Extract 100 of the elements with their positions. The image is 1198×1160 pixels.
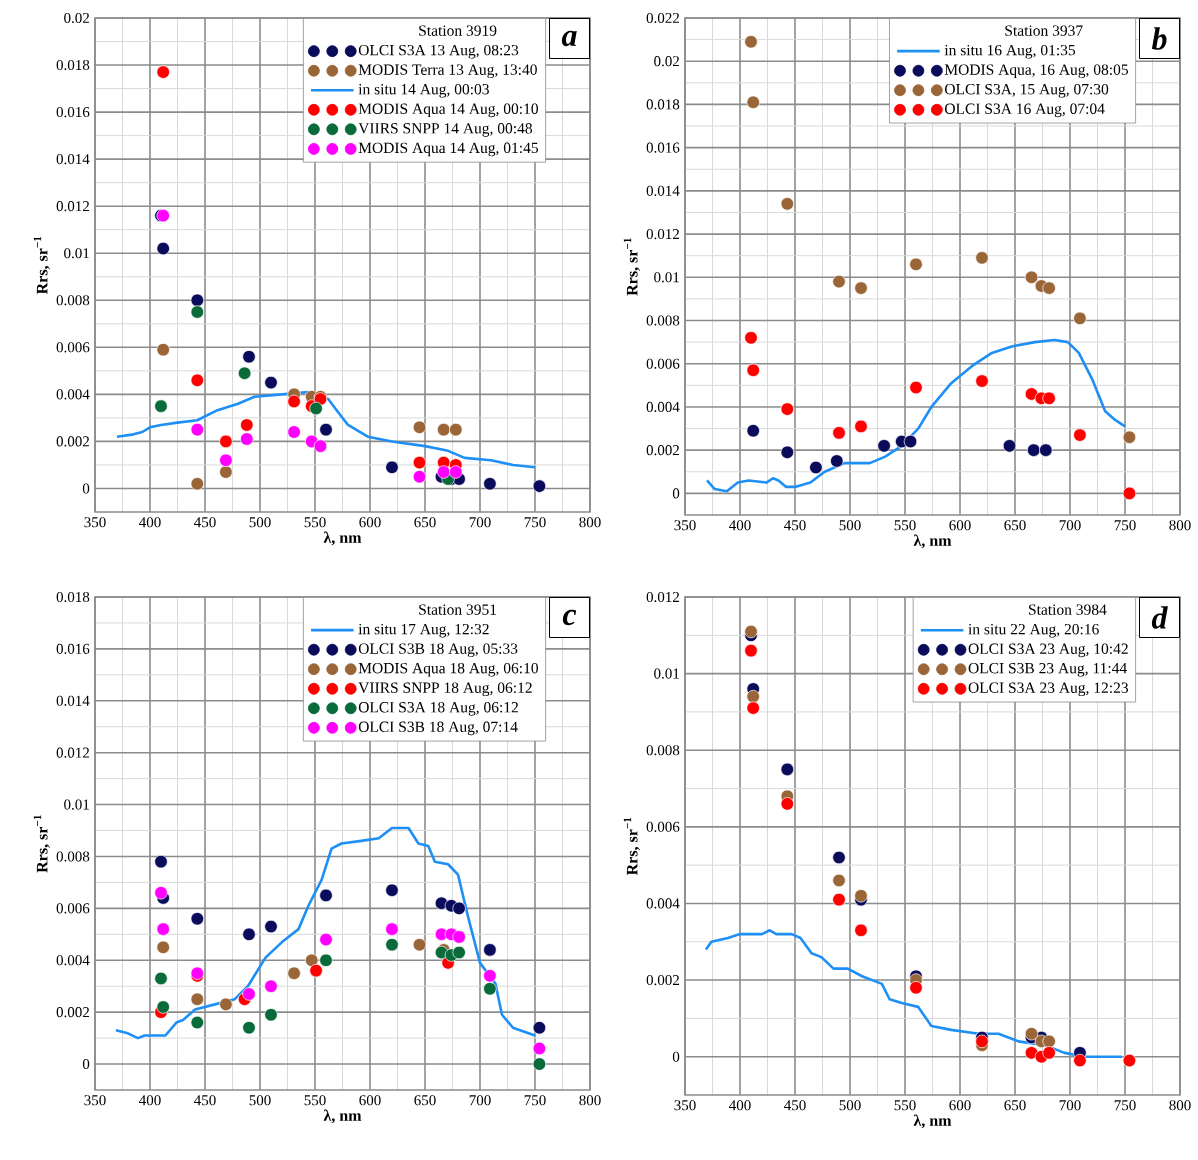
y-tick-label: 0.002: [646, 974, 679, 986]
point: [190, 293, 204, 307]
x-axis-title: λ, nm: [323, 1109, 362, 1124]
point: [483, 982, 497, 996]
point: [190, 305, 204, 319]
point: [412, 470, 427, 484]
y-tick-label: 0.012: [56, 201, 89, 212]
point: [532, 479, 547, 493]
x-tick-label: 550: [304, 1095, 326, 1106]
x-tick-label: 400: [139, 1095, 161, 1106]
x-tick-label: 600: [359, 1095, 381, 1106]
y-tick-label: 0.002: [56, 1007, 89, 1018]
x-tick-label: 400: [139, 517, 161, 528]
point: [287, 966, 301, 980]
point: [830, 454, 844, 468]
y-tick-label: 0.006: [646, 821, 680, 832]
point: [154, 399, 168, 413]
x-axis-title: λ, nm: [323, 531, 362, 546]
annotation: d: [1151, 606, 1168, 629]
y-tick-label: 0.01: [654, 272, 679, 283]
x-tick-label: 350: [674, 520, 696, 531]
point: [242, 350, 256, 364]
x-tick-label: 800: [579, 1095, 601, 1106]
x-tick-label: 700: [1059, 1100, 1081, 1111]
point: [449, 465, 463, 479]
point: [780, 402, 794, 416]
legend-label: OLCI S3B 18 Aug, 07:14: [358, 721, 518, 736]
point: [190, 423, 204, 437]
x-tick-label: 650: [414, 1095, 436, 1106]
y-tick-label: 0.014: [56, 154, 90, 165]
point: [854, 281, 868, 295]
y-tick-label: 0.016: [56, 643, 90, 654]
point: [309, 963, 323, 978]
legend-label: in situ 14 Aug, 00:03: [358, 83, 489, 98]
point: [975, 251, 989, 265]
legend-label: OLCI S3A 23 Aug, 10:42: [968, 643, 1128, 658]
point: [744, 624, 758, 639]
point: [483, 477, 497, 491]
point: [746, 95, 760, 109]
x-tick-label: 350: [84, 1095, 106, 1106]
annotation: c: [562, 609, 577, 626]
point: [156, 343, 170, 357]
point: [744, 35, 758, 49]
point: [319, 888, 333, 903]
point: [319, 932, 333, 947]
y-tick-label: 0.018: [56, 591, 90, 603]
point: [240, 418, 254, 432]
point: [385, 883, 399, 897]
x-axis-title: λ, nm: [913, 534, 952, 549]
point: [242, 1021, 256, 1035]
y-tick-label: 0.016: [646, 142, 680, 153]
point: [190, 1015, 204, 1030]
point: [452, 901, 466, 916]
point: [452, 930, 466, 944]
y-tick-label: 0.004: [56, 389, 90, 400]
point: [832, 873, 846, 888]
point: [746, 701, 760, 715]
x-tick-label: 550: [894, 1100, 916, 1111]
point: [746, 689, 760, 704]
point: [832, 426, 846, 440]
point: [385, 460, 399, 474]
x-tick-label: 500: [839, 520, 861, 531]
x-tick-label: 600: [949, 520, 971, 531]
y-tick-label: 0.016: [56, 107, 90, 118]
point: [780, 197, 794, 211]
point: [156, 922, 170, 936]
x-tick-label: 400: [729, 520, 751, 531]
legend-label: OLCI S3A, 15 Aug, 07:30: [944, 83, 1109, 98]
x-tick-label: 750: [524, 1095, 546, 1106]
legend-label: MODIS Aqua 14 Aug, 01:45: [358, 142, 538, 157]
point: [854, 889, 868, 903]
point: [156, 940, 170, 954]
y-tick-label: 0.004: [646, 898, 680, 909]
point: [412, 420, 427, 434]
point: [219, 453, 233, 467]
y-tick-label: 0.008: [646, 745, 680, 756]
point: [975, 374, 989, 388]
legend-title: Station 3984: [1029, 604, 1107, 615]
y-tick-label: 0.02: [64, 12, 89, 24]
point: [412, 455, 427, 470]
legend-label: OLCI S3B 23 Aug, 11:44: [968, 663, 1127, 677]
y-tick-label: 0.014: [646, 185, 680, 196]
y-tick-label: 0.012: [56, 747, 89, 758]
y-tick-label: 0.01: [64, 799, 89, 810]
point: [190, 912, 204, 926]
point: [1042, 1034, 1056, 1049]
x-tick-label: 650: [1004, 520, 1026, 531]
point: [437, 465, 451, 479]
point: [219, 997, 233, 1012]
y-axis-title: Rrs, sr$^{−1}$: [33, 236, 50, 295]
point: [1027, 443, 1041, 457]
y-tick-label: 0.008: [56, 851, 90, 862]
x-tick-label: 750: [524, 517, 546, 528]
y-tick-label: 0.02: [654, 56, 679, 67]
x-tick-label: 650: [1004, 1100, 1026, 1111]
point: [854, 923, 868, 937]
point: [385, 922, 399, 936]
point: [319, 953, 333, 967]
x-tick-label: 450: [194, 1095, 216, 1106]
legend-label: OLCI S3A 18 Aug, 06:12: [358, 702, 518, 716]
